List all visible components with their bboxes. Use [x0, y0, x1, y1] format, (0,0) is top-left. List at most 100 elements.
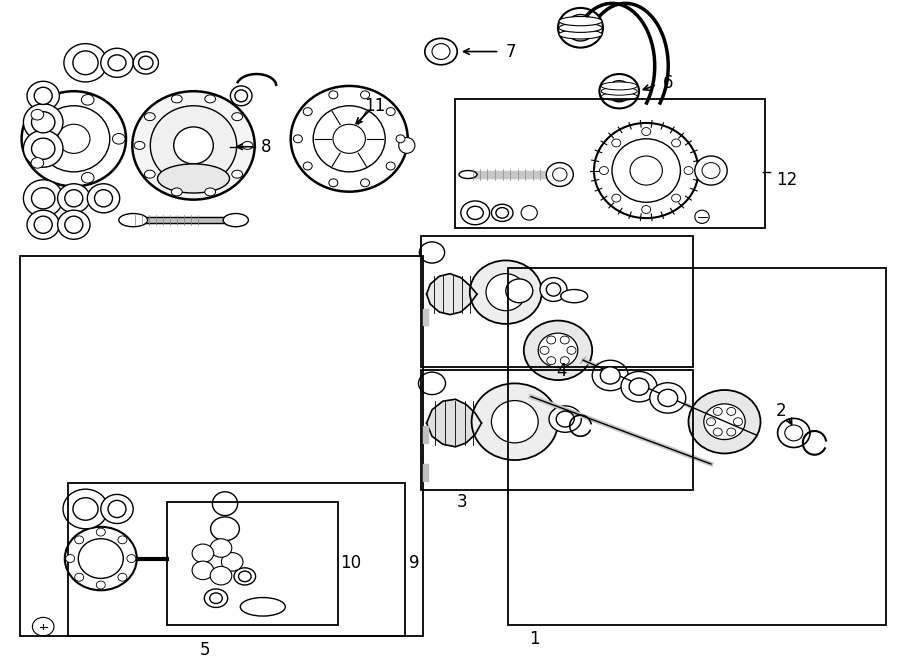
Ellipse shape	[547, 357, 556, 365]
Text: 2: 2	[776, 402, 787, 420]
Text: 11: 11	[364, 97, 386, 115]
Bar	[421, 236, 693, 367]
Ellipse shape	[205, 188, 216, 196]
Ellipse shape	[232, 113, 243, 121]
Polygon shape	[423, 309, 428, 325]
Ellipse shape	[328, 179, 338, 187]
Bar	[421, 370, 693, 490]
Ellipse shape	[65, 190, 83, 207]
Polygon shape	[427, 274, 477, 315]
Ellipse shape	[32, 188, 55, 209]
Ellipse shape	[599, 167, 608, 175]
Ellipse shape	[386, 162, 395, 170]
Ellipse shape	[472, 383, 558, 460]
Ellipse shape	[361, 179, 370, 187]
Ellipse shape	[63, 489, 108, 529]
Ellipse shape	[112, 134, 125, 144]
Ellipse shape	[118, 573, 127, 581]
Ellipse shape	[73, 51, 98, 75]
Ellipse shape	[64, 44, 107, 82]
Text: 9: 9	[410, 554, 420, 572]
Ellipse shape	[612, 139, 680, 202]
Ellipse shape	[559, 30, 602, 39]
Ellipse shape	[23, 104, 63, 141]
Ellipse shape	[158, 164, 230, 193]
Ellipse shape	[599, 74, 639, 108]
Bar	[508, 268, 886, 625]
Ellipse shape	[695, 156, 727, 185]
Ellipse shape	[34, 216, 52, 233]
Text: 6: 6	[663, 73, 674, 92]
Ellipse shape	[211, 517, 239, 541]
Ellipse shape	[132, 91, 255, 200]
Ellipse shape	[425, 38, 457, 65]
Ellipse shape	[704, 404, 745, 440]
Ellipse shape	[212, 492, 238, 516]
Polygon shape	[468, 171, 547, 178]
Ellipse shape	[58, 184, 90, 213]
Ellipse shape	[230, 86, 252, 106]
Ellipse shape	[459, 171, 477, 178]
Ellipse shape	[96, 528, 105, 536]
Ellipse shape	[702, 163, 720, 178]
Ellipse shape	[561, 290, 588, 303]
Ellipse shape	[333, 124, 365, 153]
Text: 4: 4	[556, 362, 567, 381]
Text: 5: 5	[200, 641, 211, 660]
Ellipse shape	[594, 123, 698, 218]
Ellipse shape	[559, 23, 602, 32]
Ellipse shape	[32, 110, 44, 120]
Ellipse shape	[291, 86, 408, 192]
Ellipse shape	[592, 360, 628, 391]
Ellipse shape	[139, 56, 153, 69]
Ellipse shape	[600, 367, 620, 384]
Ellipse shape	[540, 278, 567, 301]
Ellipse shape	[629, 378, 649, 395]
Ellipse shape	[491, 401, 538, 443]
Ellipse shape	[203, 551, 229, 573]
Ellipse shape	[386, 108, 395, 116]
Ellipse shape	[204, 589, 228, 607]
Ellipse shape	[205, 95, 216, 103]
Ellipse shape	[58, 124, 90, 153]
Ellipse shape	[58, 210, 90, 239]
Ellipse shape	[630, 156, 662, 185]
Bar	[166, 502, 338, 625]
Ellipse shape	[714, 428, 723, 436]
Ellipse shape	[101, 48, 133, 77]
Ellipse shape	[671, 139, 680, 147]
Ellipse shape	[491, 204, 513, 221]
Ellipse shape	[101, 494, 133, 524]
Ellipse shape	[467, 206, 483, 219]
Ellipse shape	[313, 106, 385, 172]
Ellipse shape	[27, 81, 59, 110]
Ellipse shape	[396, 135, 405, 143]
Ellipse shape	[118, 536, 127, 544]
Polygon shape	[133, 217, 236, 223]
Ellipse shape	[671, 194, 680, 202]
Ellipse shape	[127, 555, 136, 563]
Ellipse shape	[96, 581, 105, 589]
Ellipse shape	[658, 389, 678, 407]
Ellipse shape	[108, 55, 126, 71]
Ellipse shape	[81, 173, 94, 183]
Ellipse shape	[461, 201, 490, 225]
Ellipse shape	[612, 194, 621, 202]
Ellipse shape	[601, 93, 637, 100]
Ellipse shape	[78, 539, 123, 578]
Ellipse shape	[612, 139, 621, 147]
Text: 1: 1	[529, 630, 540, 648]
Ellipse shape	[81, 95, 94, 105]
Ellipse shape	[234, 568, 256, 585]
Ellipse shape	[221, 553, 243, 571]
Ellipse shape	[538, 333, 578, 368]
Ellipse shape	[486, 274, 526, 311]
Ellipse shape	[242, 141, 253, 149]
Ellipse shape	[238, 571, 251, 582]
Ellipse shape	[714, 407, 723, 415]
Ellipse shape	[150, 106, 237, 185]
Ellipse shape	[608, 81, 631, 102]
Ellipse shape	[171, 95, 182, 103]
Ellipse shape	[688, 390, 760, 453]
Ellipse shape	[192, 561, 213, 580]
